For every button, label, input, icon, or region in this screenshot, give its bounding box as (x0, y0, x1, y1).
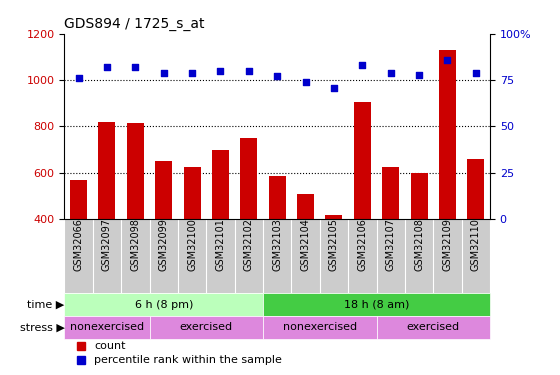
Point (414, 72, 423, 78)
Bar (127, 123, 144, 219)
Text: stress ▶: stress ▶ (20, 322, 64, 332)
Point (329, 84, 338, 90)
Point (74, 75, 83, 81)
Point (159, 70, 168, 76)
Bar (354, 102, 371, 219)
Bar (269, 176, 286, 219)
Text: exercised: exercised (407, 322, 460, 332)
Bar (439, 50, 456, 219)
Point (188, 70, 197, 76)
Bar (297, 194, 314, 219)
Point (244, 68, 253, 74)
Text: GDS894 / 1725_s_at: GDS894 / 1725_s_at (64, 17, 205, 32)
Bar (184, 167, 200, 219)
Point (273, 74, 282, 80)
Point (102, 64, 111, 70)
FancyBboxPatch shape (64, 316, 150, 339)
Text: exercised: exercised (180, 322, 233, 332)
Point (301, 79, 310, 85)
Bar (212, 150, 229, 219)
Text: 18 h (8 am): 18 h (8 am) (344, 300, 409, 310)
Point (216, 68, 225, 74)
Bar (382, 167, 399, 219)
Text: nonexercised: nonexercised (283, 322, 357, 332)
Bar (155, 161, 172, 219)
FancyBboxPatch shape (263, 316, 376, 339)
Bar (467, 159, 484, 219)
FancyBboxPatch shape (376, 316, 490, 339)
Text: count: count (94, 341, 125, 351)
FancyBboxPatch shape (64, 293, 263, 316)
Text: 6 h (8 pm): 6 h (8 pm) (134, 300, 193, 310)
Bar (325, 214, 343, 219)
FancyBboxPatch shape (150, 316, 263, 339)
Text: time ▶: time ▶ (27, 300, 64, 310)
Point (472, 70, 480, 76)
Bar (240, 138, 258, 219)
FancyBboxPatch shape (263, 293, 490, 316)
Text: nonexercised: nonexercised (70, 322, 144, 332)
Point (131, 64, 140, 70)
Bar (70, 180, 87, 219)
Point (386, 70, 395, 76)
Point (358, 62, 367, 68)
Text: percentile rank within the sample: percentile rank within the sample (94, 355, 282, 365)
Bar (99, 122, 115, 219)
Bar (410, 173, 428, 219)
Point (443, 57, 452, 63)
